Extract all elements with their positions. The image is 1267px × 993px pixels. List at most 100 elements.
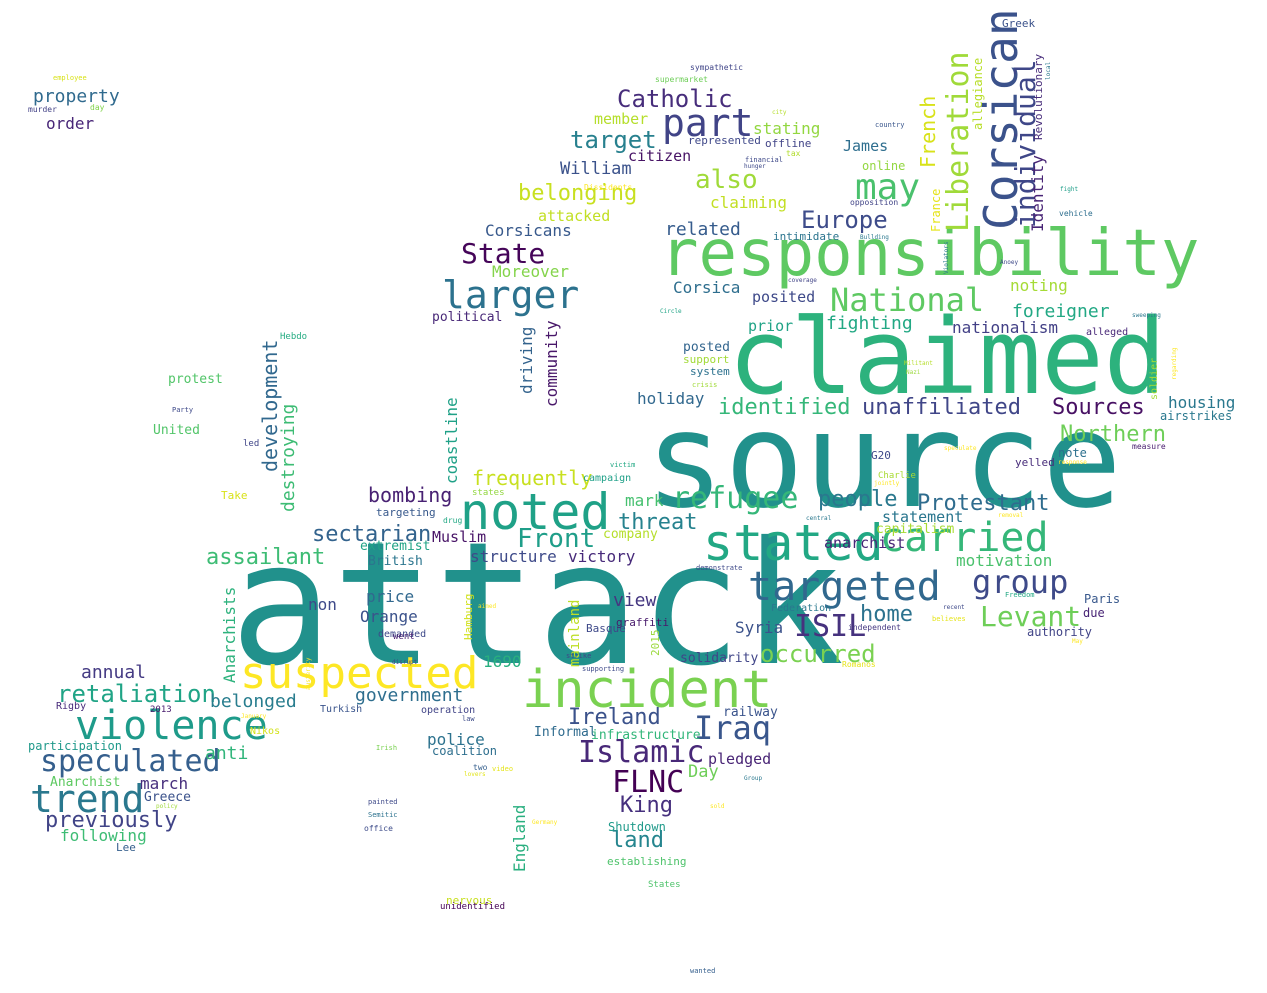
word: wanted <box>690 967 716 975</box>
word: order <box>46 114 95 133</box>
word: previously <box>45 808 178 833</box>
word: supporting <box>582 665 625 673</box>
word: video <box>492 765 514 773</box>
word: identified <box>718 395 851 420</box>
word: threat <box>618 510 698 535</box>
word: Hamburg <box>462 593 475 640</box>
word: march <box>140 774 189 793</box>
word: King <box>620 793 673 818</box>
word: coalition <box>432 744 498 758</box>
word: following <box>60 826 147 845</box>
word: Moreover <box>492 262 570 281</box>
word: demonstrate <box>696 564 743 572</box>
word: financial <box>745 156 783 164</box>
word: refugee <box>672 481 799 516</box>
word: National <box>830 281 985 319</box>
word: pledged <box>708 750 772 768</box>
word: foreigner <box>1012 301 1110 322</box>
word: trend <box>30 777 145 821</box>
word: structure <box>470 547 557 566</box>
word: Northern <box>1060 422 1166 447</box>
word: represented <box>688 134 761 147</box>
word: statement <box>882 508 964 526</box>
word: Circle <box>660 308 682 315</box>
word: view <box>613 590 657 611</box>
word: participation <box>28 739 122 753</box>
word: Turkish <box>320 704 363 715</box>
word: unaffiliated <box>862 395 1021 420</box>
word: Party <box>172 406 194 414</box>
word: community <box>542 320 561 407</box>
word: Freedom <box>1005 591 1035 599</box>
word: fight <box>1060 186 1079 193</box>
word: allegiance <box>971 57 985 130</box>
word: attacked <box>538 207 611 225</box>
word: destroying <box>278 403 299 512</box>
word: James <box>843 137 889 155</box>
word: authority <box>1027 625 1093 639</box>
word: Informal <box>534 725 597 740</box>
word: Anoey <box>1000 259 1019 266</box>
word: related <box>665 219 741 240</box>
word: 2013 <box>150 705 172 715</box>
word: Sources <box>1052 395 1145 420</box>
word: disrupt <box>392 659 418 666</box>
word: Semitic <box>368 811 398 819</box>
word: believes <box>932 615 966 623</box>
word: online <box>862 159 906 173</box>
word: establishing <box>607 855 687 868</box>
word: austerity <box>305 657 312 690</box>
word: went <box>393 632 415 642</box>
word: member <box>594 110 649 128</box>
word: Corsica <box>673 278 741 297</box>
word: France <box>929 188 943 232</box>
word: government <box>355 685 464 706</box>
word: measure <box>1132 442 1166 451</box>
word: noted <box>460 483 611 541</box>
word: group <box>972 563 1069 601</box>
word: system <box>690 365 730 378</box>
word: aimed <box>478 603 497 610</box>
word: jointly <box>874 480 900 487</box>
word: Nikos <box>250 726 281 737</box>
word: sweeping <box>1132 312 1161 319</box>
word: responsibility <box>660 217 1200 291</box>
word: response <box>1058 459 1087 466</box>
word: claiming <box>710 193 788 212</box>
word: mark <box>625 491 664 510</box>
word: home <box>860 602 913 627</box>
word: yelled <box>1015 456 1055 469</box>
word: city <box>772 109 787 116</box>
word: Muslim <box>432 528 487 546</box>
word: land <box>611 828 664 853</box>
word: states <box>472 488 505 498</box>
word: property <box>33 86 120 107</box>
word: fighting <box>826 313 913 334</box>
word: office <box>364 824 393 833</box>
word: retaliation <box>57 680 216 708</box>
word: nervous <box>446 894 493 907</box>
word: anti <box>205 743 249 764</box>
word: ISIL <box>794 609 867 644</box>
word: Revolutionary <box>1032 53 1045 140</box>
word: Dissidents <box>584 183 633 192</box>
word: policy <box>156 803 178 810</box>
word: violence <box>75 703 268 749</box>
word: stated <box>703 514 884 572</box>
word: attack <box>230 506 845 704</box>
word: part <box>662 101 754 145</box>
word: Lee <box>116 841 136 854</box>
word: prior <box>748 317 794 335</box>
word: States <box>648 880 681 890</box>
word: posited <box>752 288 816 306</box>
word: murder <box>28 105 57 114</box>
word: airstrikes <box>1160 409 1233 423</box>
word: coverage <box>788 277 817 284</box>
word: sold <box>710 803 725 810</box>
word: claimed <box>728 296 1167 418</box>
word: regarding <box>1171 347 1178 380</box>
word: victory <box>568 547 636 566</box>
word: Protestant <box>917 491 1050 516</box>
word: lovers <box>464 771 486 778</box>
word: British <box>368 554 423 569</box>
